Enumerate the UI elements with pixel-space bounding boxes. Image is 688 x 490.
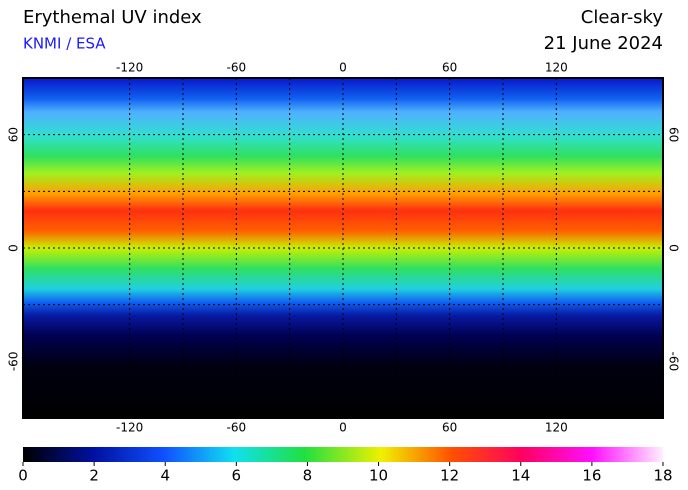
- lon-label: 60: [442, 421, 457, 435]
- colorbar-label: 12: [440, 467, 459, 485]
- lat-label: -60: [7, 352, 21, 372]
- lat-label: 0: [7, 244, 21, 252]
- colorbar-label: 10: [369, 467, 388, 485]
- colorbar-label: 18: [653, 467, 672, 485]
- lon-label: 120: [545, 61, 568, 75]
- lon-label: 0: [339, 61, 347, 75]
- lon-label: 120: [545, 421, 568, 435]
- map-frame: [22, 77, 664, 419]
- lon-label: 60: [442, 61, 457, 75]
- colorbar-label: 2: [89, 467, 99, 485]
- lat-label: 60: [667, 127, 681, 142]
- lat-label: 60: [7, 127, 21, 142]
- condition: Clear-sky: [581, 7, 664, 28]
- colorbar-label: 6: [232, 467, 242, 485]
- colorbar-label: 4: [160, 467, 170, 485]
- colorbar-label: 0: [18, 467, 28, 485]
- source: KNMI / ESA: [23, 35, 106, 53]
- title: Erythemal UV index: [23, 7, 202, 28]
- lon-label: 0: [339, 421, 347, 435]
- date: 21 June 2024: [544, 33, 663, 54]
- lon-label: -60: [227, 61, 247, 75]
- lat-label: 0: [667, 244, 681, 252]
- colorbar-label: 14: [511, 467, 530, 485]
- lon-label: -120: [116, 61, 143, 75]
- colorbar-label: 16: [582, 467, 601, 485]
- colorbar-label: 8: [303, 467, 313, 485]
- colorbar: [23, 447, 663, 462]
- lon-label: -120: [116, 421, 143, 435]
- lat-label: -60: [667, 352, 681, 372]
- grid: [23, 78, 663, 418]
- lon-label: -60: [227, 421, 247, 435]
